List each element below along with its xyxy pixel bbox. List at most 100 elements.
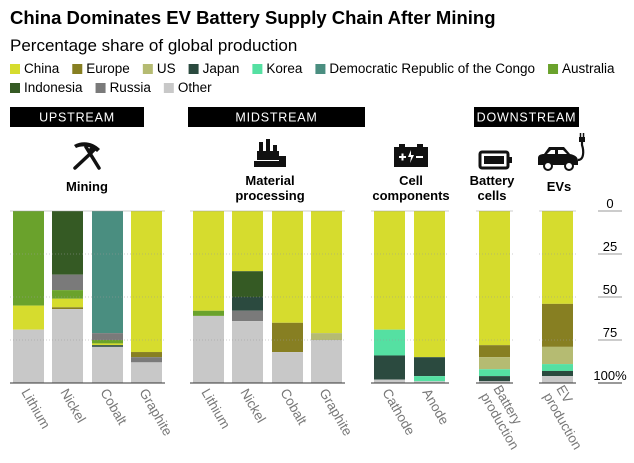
stage-label-battery-cells-line-2: cells (478, 188, 507, 203)
bar-mining-nickel (52, 211, 83, 383)
segment-nickel-russia (52, 274, 83, 291)
ev-car-icon (538, 133, 585, 171)
segment-graphite-other (311, 340, 342, 383)
category-label-cobalt-line-1: Cobalt (97, 386, 130, 428)
category-label-cathode: Cathode (379, 386, 418, 438)
segment-nickel-australia (52, 290, 83, 299)
legend: China Europe US Japan Korea Democratic Republ… (10, 61, 615, 95)
legend-swatch-us (142, 64, 153, 74)
y-tick-75: 75 (603, 325, 617, 340)
legend-swatch-japan (188, 64, 199, 74)
category-label-graphite-line-1: Graphite (316, 386, 355, 438)
segment-nickel-indonesia (232, 271, 263, 297)
legend-swatch-other (163, 83, 174, 93)
legend-label-other: Other (178, 80, 212, 95)
section-bar-midstream (188, 107, 365, 127)
segment-cobalt-australia (92, 340, 123, 344)
segment-graphite-europe (131, 352, 162, 358)
bar-evs-ev-production (542, 211, 573, 383)
battery-icon (478, 150, 512, 170)
segment-anode-china (414, 211, 445, 358)
legend-label-russia: Russia (110, 80, 152, 95)
segment-nickel-china (232, 211, 263, 272)
segment-cathode-korea (374, 329, 405, 356)
category-label-nickel-line-1: Nickel (237, 386, 268, 425)
legend-label-australia: Australia (562, 61, 615, 76)
segment-nickel-europe (52, 307, 83, 310)
legend-label-japan: Japan (203, 61, 240, 76)
segment-nickel-other (232, 321, 263, 383)
segment-cobalt-europe (272, 322, 303, 353)
y-axis-ticks: 0 25 50 75 100% (593, 196, 627, 384)
segment-lithium-china (193, 211, 224, 311)
segment-lithium-other (13, 329, 44, 383)
legend-swatch-korea (252, 64, 263, 74)
segment-ev-production-korea (542, 364, 573, 371)
category-label-lithium: Lithium (18, 386, 53, 431)
bar-material-processing-nickel (232, 211, 263, 383)
segment-ev-production-us (542, 346, 573, 365)
legend-swatch-indonesia (10, 83, 20, 93)
category-label-anode: Anode (419, 386, 452, 427)
segment-battery-production-korea (479, 369, 510, 377)
segment-anode-japan (414, 357, 445, 377)
category-label-graphite: Graphite (316, 386, 355, 438)
factory-icon (254, 139, 286, 167)
category-label-graphite: Graphite (136, 386, 175, 438)
segment-cobalt-russia (92, 333, 123, 340)
category-label-anode-line-1: Anode (419, 386, 452, 427)
section-bar-downstream (474, 107, 579, 127)
segment-ev-production-europe (542, 303, 573, 347)
segment-ev-production-china (542, 211, 573, 304)
segment-battery-production-other (479, 381, 510, 383)
segment-graphite-other (131, 362, 162, 383)
chart-title: China Dominates EV Battery Supply Chain … (10, 7, 496, 28)
segment-lithium-other (193, 315, 224, 383)
segment-lithium-australia (193, 310, 224, 316)
category-labels: Lithium Nickel Cobalt Graphite Lithium Nickel… (18, 383, 585, 453)
segment-cathode-other (374, 379, 405, 383)
mining-icon (73, 142, 101, 170)
segment-graphite-china (131, 211, 162, 353)
legend-label-korea: Korea (266, 61, 303, 76)
y-tick-0: 0 (606, 196, 613, 211)
segment-graphite-russia (131, 357, 162, 363)
stage-label-material-processing-line-1: Material (245, 173, 294, 188)
bar-battery-cells-battery-production (479, 211, 510, 383)
legend-swatch-australia (548, 64, 559, 74)
segment-battery-production-us (479, 357, 510, 370)
segment-nickel-other (52, 309, 83, 383)
segment-ev-production-other (542, 376, 573, 383)
bar-cell-components-anode (414, 211, 445, 383)
bars (13, 211, 573, 383)
stage-icons (73, 133, 585, 171)
bar-material-processing-cobalt (272, 211, 303, 383)
segment-cobalt-china (272, 211, 303, 323)
segment-nickel-japan (232, 297, 263, 311)
category-label-graphite-line-1: Graphite (136, 386, 175, 438)
section-label-upstream: UPSTREAM (39, 111, 115, 125)
legend-label-democratic-republic-of-the-congo: Democratic Republic of the Congo (329, 61, 535, 76)
legend-swatch-democratic-republic-of-the-congo (315, 64, 326, 74)
y-tick-25: 25 (603, 239, 617, 254)
segment-cathode-japan (374, 355, 405, 380)
category-label-cobalt: Cobalt (277, 386, 310, 428)
bar-mining-cobalt (92, 211, 123, 383)
category-label-nickel: Nickel (57, 386, 88, 425)
segment-lithium-china (13, 305, 44, 330)
segment-nickel-china (52, 298, 83, 308)
section-bar-upstream (10, 107, 144, 127)
bar-material-processing-lithium (193, 211, 224, 383)
segment-cobalt-other (92, 346, 123, 383)
battery-terminals-icon (394, 144, 428, 167)
segment-cathode-china (374, 211, 405, 330)
section-headers: UPSTREAM MIDSTREAM DOWNSTREAM (10, 107, 579, 127)
bar-mining-lithium (13, 211, 44, 383)
segment-nickel-russia (232, 310, 263, 322)
segment-lithium-australia (13, 211, 44, 306)
category-label-lithium-line-1: Lithium (18, 386, 53, 431)
stage-label-evs-line-1: EVs (547, 179, 572, 194)
category-label-lithium-line-1: Lithium (198, 386, 233, 431)
y-tick-100: 100% (593, 368, 627, 383)
